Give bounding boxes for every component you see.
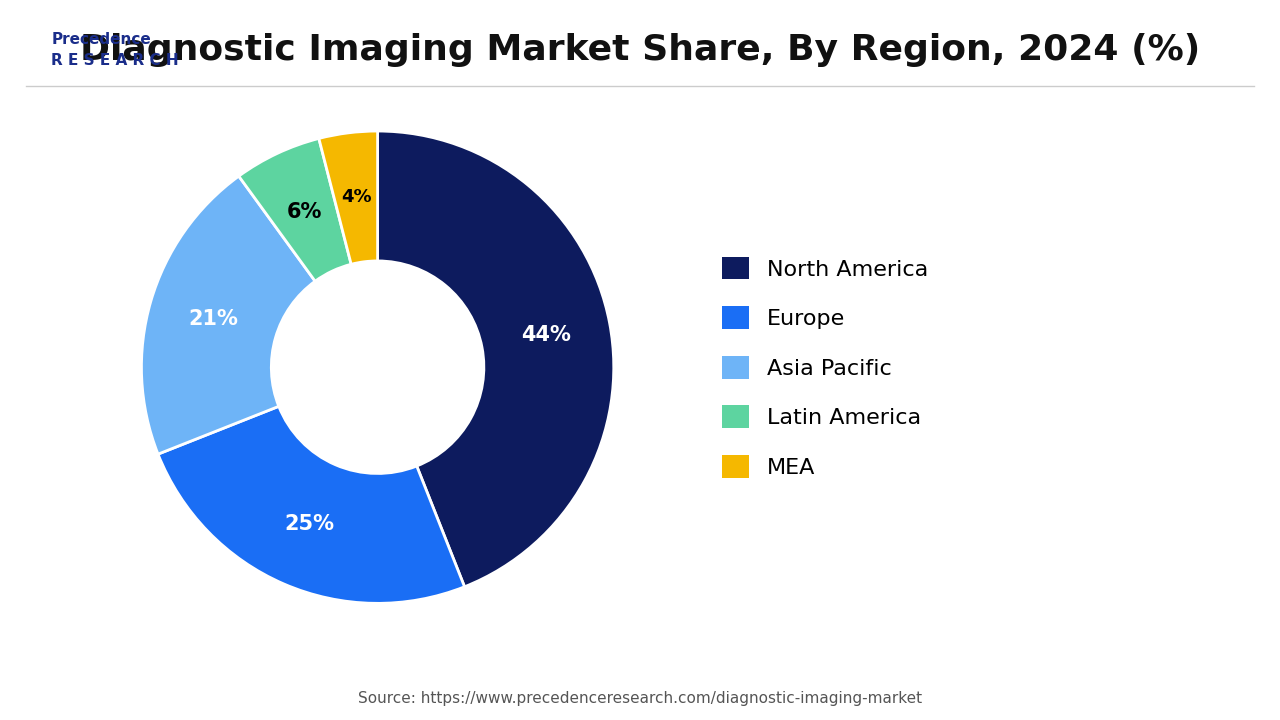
Text: 4%: 4% bbox=[340, 189, 371, 207]
Wedge shape bbox=[319, 131, 378, 264]
Text: 6%: 6% bbox=[287, 202, 323, 222]
Wedge shape bbox=[239, 138, 351, 282]
Wedge shape bbox=[142, 176, 315, 454]
Text: 44%: 44% bbox=[521, 325, 571, 345]
Text: Precedence
R E S E A R C H: Precedence R E S E A R C H bbox=[51, 32, 179, 68]
Text: 21%: 21% bbox=[188, 310, 238, 330]
Text: 25%: 25% bbox=[284, 514, 334, 534]
Legend: North America, Europe, Asia Pacific, Latin America, MEA: North America, Europe, Asia Pacific, Lat… bbox=[713, 248, 937, 487]
Wedge shape bbox=[378, 131, 613, 587]
Wedge shape bbox=[157, 406, 465, 603]
Text: Diagnostic Imaging Market Share, By Region, 2024 (%): Diagnostic Imaging Market Share, By Regi… bbox=[79, 33, 1201, 68]
Text: Source: https://www.precedenceresearch.com/diagnostic-imaging-market: Source: https://www.precedenceresearch.c… bbox=[358, 691, 922, 706]
